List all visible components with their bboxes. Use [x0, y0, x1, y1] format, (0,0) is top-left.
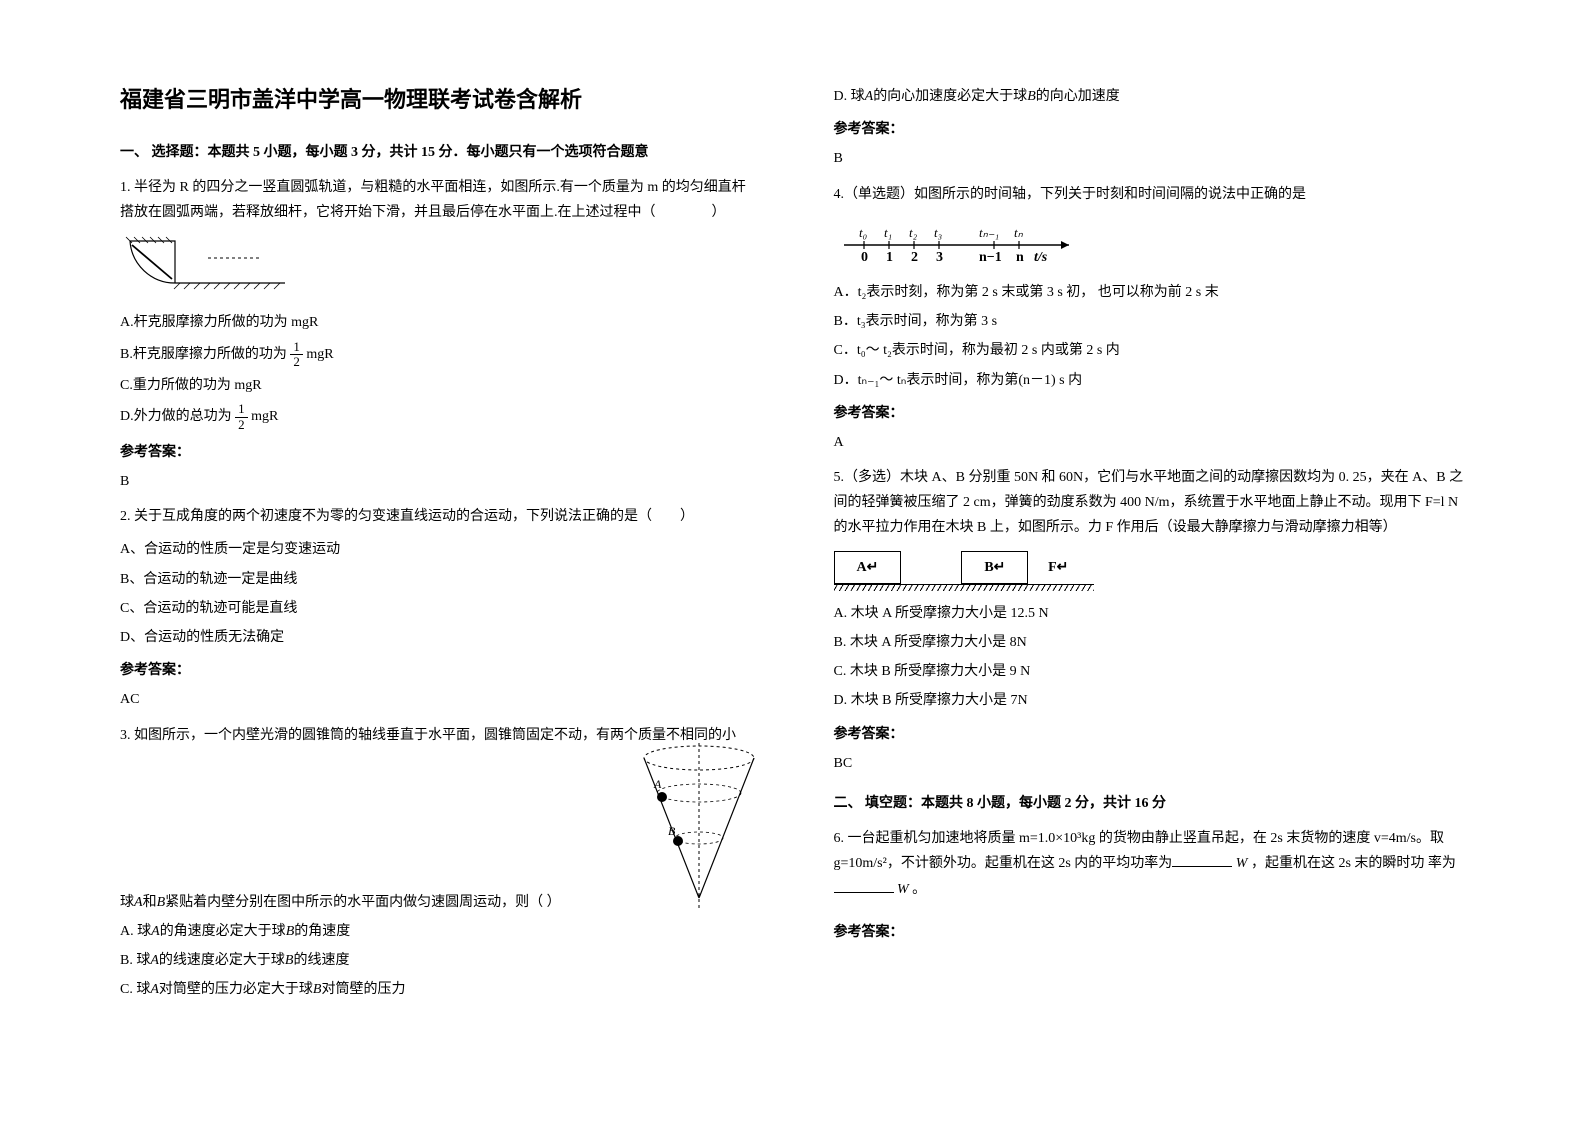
q3b5: 的线速度: [293, 953, 349, 968]
svg-text:0: 0: [861, 250, 868, 265]
q2-stem: 2. 关于互成角度的两个初速度不为零的匀变速直线运动的合运动，下列说法正确的是（…: [120, 504, 754, 529]
q5-forceF: F↵: [1028, 555, 1068, 580]
q6w1: W: [1236, 856, 1248, 871]
q1-optD-suffix: mgR: [251, 409, 278, 424]
q2-optA: A、合运动的性质一定是匀变速运动: [120, 537, 754, 562]
q6-answer-label: 参考答案：: [834, 920, 1468, 945]
q5-boxA: A↵: [834, 551, 902, 584]
q6p1: 6. 一台起重机匀加速地将质量 m=1.0×10³kg 的货物由静止竖直吊起，在…: [834, 831, 1444, 846]
q5-boxB: B↵: [961, 551, 1028, 584]
q4-answer: A: [834, 430, 1468, 455]
q3-s2b: 和: [143, 895, 157, 910]
q3c5: 对筒壁的压力: [321, 982, 405, 997]
q3-answer-label: 参考答案：: [834, 117, 1468, 142]
q3d1: D. 球: [834, 89, 865, 104]
svg-text:n: n: [1016, 250, 1024, 265]
q4-optA: A．t₂表示时刻，称为第 2 s 末或第 3 s 初， 也可以称为前 2 s 末: [834, 280, 1468, 305]
q3d3: 的向心加速度必定大于球: [873, 89, 1027, 104]
q3-optB: B. 球A的线速度必定大于球B的线速度: [120, 948, 754, 973]
svg-text:n−1: n−1: [979, 250, 1002, 265]
svg-text:2: 2: [911, 250, 918, 265]
svg-text:B: B: [668, 824, 676, 838]
q3-optC: C. 球A对筒壁的压力必定大于球B对筒壁的压力: [120, 977, 754, 1002]
svg-text:1: 1: [886, 250, 893, 265]
section2-title: 二、 填空题：本题共 8 小题，每小题 2 分，共计 16 分: [834, 791, 1468, 816]
q4-answer-label: 参考答案：: [834, 401, 1468, 426]
q6p2: g=10m/s²，不计额外功。起重机在这 2s 内的平均功率为: [834, 856, 1173, 871]
q1-answer-label: 参考答案：: [120, 440, 754, 465]
blank1: [1172, 853, 1232, 867]
q1-optA: A.杆克服摩擦力所做的功为 mgR: [120, 310, 754, 335]
q2-optD: D、合运动的性质无法确定: [120, 625, 754, 650]
symB: B: [157, 895, 166, 910]
q3b1: B. 球: [120, 953, 150, 968]
q3b3: 的线速度必定大于球: [159, 953, 285, 968]
svg-text:t₀: t₀: [859, 225, 867, 240]
q3-optA: A. 球A的角速度必定大于球B的角速度: [120, 919, 754, 944]
q1-stem: 1. 半径为 R 的四分之一竖直圆弧轨道，与粗糙的水平面相连，如图所示.有一个质…: [120, 175, 754, 225]
q3-s2c: 紧贴着内壁分别在图中所示的水平面内做匀速圆周运动，则（ ）: [165, 895, 561, 910]
svg-text:t/s: t/s: [1034, 250, 1048, 265]
q3d5: 的向心加速度: [1036, 89, 1120, 104]
q3-optD: D. 球A的向心加速度必定大于球B的向心加速度: [834, 84, 1468, 109]
q2-optB: B、合运动的轨迹一定是曲线: [120, 567, 754, 592]
q3a3: 的角速度必定大于球: [160, 924, 286, 939]
q6p5: 。: [912, 882, 926, 897]
blank2: [834, 879, 894, 893]
q3-answer: B: [834, 146, 1468, 171]
page-title: 福建省三明市盖洋中学高一物理联考试卷含解析: [120, 80, 754, 120]
q3b2: A: [150, 953, 159, 968]
q4-optD: D．tₙ₋₁～ tₙ表示时间，称为第(n－1) s 内: [834, 368, 1468, 393]
svg-text:t₃: t₃: [934, 225, 942, 240]
q1-optB-suffix: mgR: [306, 347, 333, 362]
q5-optC: C. 木块 B 所受摩擦力大小是 9 N: [834, 659, 1468, 684]
q1-optD: D.外力做的总功为 12 mgR: [120, 402, 754, 432]
svg-text:A: A: [653, 777, 662, 791]
q6p3: ，起重机在这 2s 末的瞬时功: [1251, 856, 1424, 871]
q1-diagram: [120, 233, 754, 302]
q6p4: 率为: [1428, 856, 1456, 871]
q3-diagram: A B: [634, 743, 764, 922]
svg-text:t₁: t₁: [884, 225, 892, 240]
q5-answer: BC: [834, 751, 1468, 776]
q4-stem: 4.（单选题）如图所示的时间轴，下列关于时刻和时间间隔的说法中正确的是: [834, 182, 1468, 207]
section1-title: 一、 选择题：本题共 5 小题，每小题 3 分，共计 15 分．每小题只有一个选…: [120, 140, 754, 165]
q4-optC: C．t₀～ t₂表示时间，称为最初 2 s 内或第 2 s 内: [834, 338, 1468, 363]
q3a4: B: [286, 924, 295, 939]
q3c1: C. 球: [120, 982, 150, 997]
q5-answer-label: 参考答案：: [834, 722, 1468, 747]
q6-stem: 6. 一台起重机匀加速地将质量 m=1.0×10³kg 的货物由静止竖直吊起，在…: [834, 826, 1468, 902]
q1-optB: B.杆克服摩擦力所做的功为 12 mgR: [120, 340, 754, 370]
q3a1: A. 球: [120, 924, 151, 939]
q2-answer: AC: [120, 687, 754, 712]
symA: A: [134, 895, 143, 910]
svg-text:3: 3: [936, 250, 943, 265]
q3a2: A: [151, 924, 160, 939]
q3c2: A: [150, 982, 159, 997]
q1-optD-prefix: D.外力做的总功为: [120, 409, 232, 424]
q5-stem: 5.（多选）木块 A、B 分别重 50N 和 60N，它们与水平地面之间的动摩擦…: [834, 465, 1468, 541]
q2-optC: C、合运动的轨迹可能是直线: [120, 596, 754, 621]
q2-answer-label: 参考答案：: [120, 658, 754, 683]
q4-optB: B．t₃表示时间，称为第 3 s: [834, 309, 1468, 334]
q5-optB: B. 木块 A 所受摩擦力大小是 8N: [834, 630, 1468, 655]
svg-text:t₂: t₂: [909, 225, 918, 240]
svg-text:tₙ₋₁: tₙ₋₁: [979, 225, 999, 240]
q1-optB-prefix: B.杆克服摩擦力所做的功为: [120, 347, 287, 362]
q3d2: A: [865, 89, 874, 104]
q6w2: W: [897, 882, 909, 897]
q5-optA: A. 木块 A 所受摩擦力大小是 12.5 N: [834, 601, 1468, 626]
q1-optC: C.重力所做的功为 mgR: [120, 373, 754, 398]
q3-s2a: 球: [120, 895, 134, 910]
q4-axis-diagram: t₀ t₁ t₂ t₃ tₙ₋₁ tₙ 0 1 2 3 n−1 n t/s: [834, 215, 1468, 274]
q3a5: 的角速度: [294, 924, 350, 939]
svg-text:tₙ: tₙ: [1014, 225, 1024, 240]
q1-answer: B: [120, 469, 754, 494]
q5-optD: D. 木块 B 所受摩擦力大小是 7N: [834, 688, 1468, 713]
q3d4: B: [1027, 89, 1036, 104]
q3c3: 对筒壁的压力必定大于球: [159, 982, 313, 997]
q5-diagram: A↵ B↵ F↵: [834, 551, 1468, 591]
